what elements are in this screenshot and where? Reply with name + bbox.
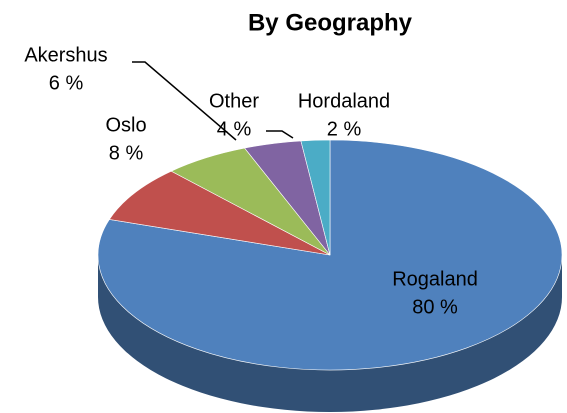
pie-side [98, 255, 562, 412]
value-label: 6 % [49, 72, 84, 94]
slice-label: Hordaland [298, 90, 390, 112]
chart-title: By Geography [248, 9, 413, 36]
value-label: 4 % [217, 118, 252, 140]
slice-label: Akershus [24, 44, 107, 66]
value-label: 2 % [327, 118, 362, 140]
slice-label: Rogaland [392, 268, 478, 290]
labels: Rogaland 80 % Oslo 8 % Akershus 6 % Other 4 % Ho… [24, 44, 478, 318]
value-label: 8 % [109, 142, 144, 164]
pie-slice [108, 170, 331, 256]
value-label: 80 % [412, 296, 458, 318]
slice-label: Other [209, 90, 259, 112]
leader-line [132, 61, 237, 141]
pie-slice [300, 139, 331, 256]
pie [97, 139, 563, 412]
leader-line [266, 130, 294, 139]
slice-label: Oslo [105, 114, 146, 136]
